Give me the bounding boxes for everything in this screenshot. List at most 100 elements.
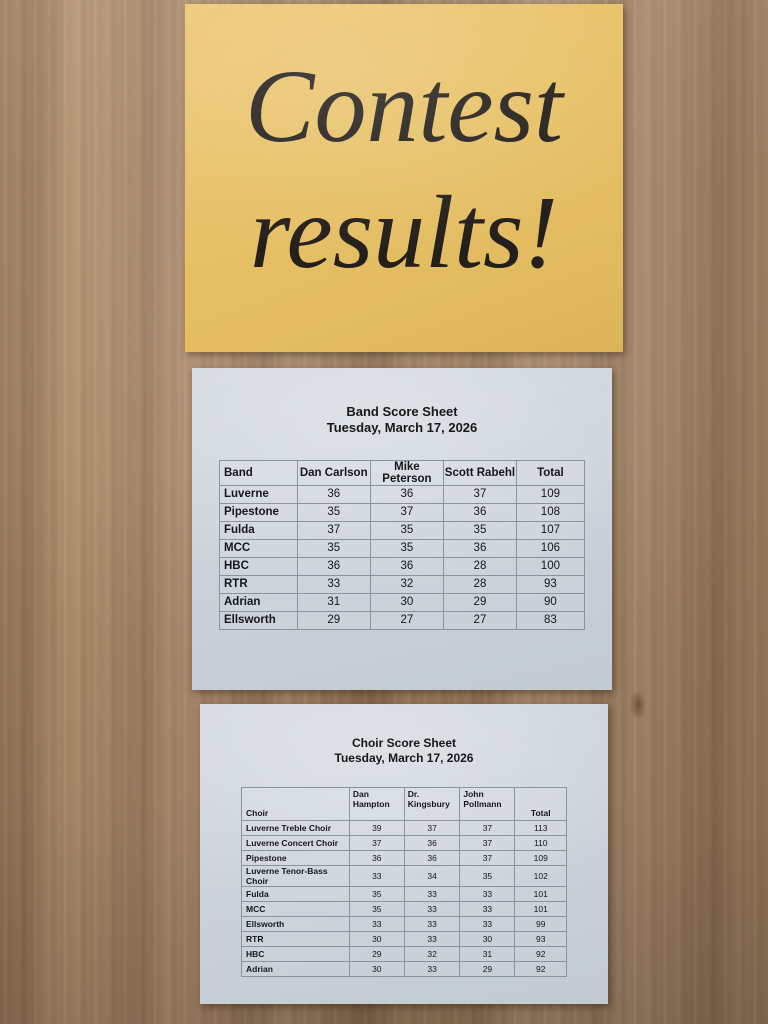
column-header-total: Total: [514, 787, 567, 822]
row-score: 35: [459, 865, 516, 888]
header-line: Pollmann: [463, 799, 502, 810]
row-score: 35: [348, 901, 405, 918]
row-score: 33: [348, 916, 405, 933]
row-score: 33: [403, 916, 461, 933]
row-score: 29: [443, 592, 517, 612]
column-header-total: Total: [515, 459, 586, 486]
row-label: MCC: [241, 901, 350, 918]
row-label: Pipestone: [241, 850, 350, 867]
row-score: 36: [443, 538, 517, 558]
table-row: MCC 35 35 36 106: [219, 538, 586, 558]
band-sheet-date: Tuesday, March 17, 2026: [326, 419, 478, 435]
choir-score-table: Choir Dan Hampton Dr. Kingsbury John Pollmann T…: [241, 787, 567, 978]
row-score: 35: [369, 538, 445, 558]
row-score: 27: [369, 610, 445, 630]
table-row: HBC 29 32 31 92: [241, 946, 567, 963]
row-label: HBC: [241, 946, 350, 963]
table-row: Adrian 31 30 29 90: [219, 592, 586, 612]
header-line: Dan: [352, 789, 369, 800]
choir-sheet-title: Choir Score Sheet: [351, 736, 457, 750]
row-total: 107: [515, 520, 586, 540]
row-score: 30: [459, 931, 516, 948]
row-label: Luverne Treble Choir: [241, 820, 350, 837]
choir-table-body: Luverne Treble Choir 39 37 37 113 Luverne Con…: [241, 820, 567, 978]
band-sheet-title: Band Score Sheet: [346, 404, 458, 419]
row-score: 32: [369, 574, 445, 594]
row-total: 109: [514, 850, 567, 867]
header-line: Dr.: [407, 789, 420, 800]
sign-line-1: Contest: [245, 49, 563, 164]
row-score: 37: [459, 850, 516, 867]
row-score: 31: [296, 592, 371, 612]
table-row: Fulda 35 33 33 101: [241, 886, 567, 903]
row-score: 36: [369, 556, 445, 576]
row-total: 92: [514, 946, 567, 963]
row-score: 33: [403, 901, 461, 918]
row-score: 30: [348, 931, 405, 948]
row-score: 36: [369, 484, 445, 504]
row-score: 29: [459, 961, 516, 978]
row-total: 93: [515, 574, 586, 594]
column-header-scott-rabehl: Scott Rabehl: [443, 459, 517, 486]
row-score: 33: [459, 916, 516, 933]
row-score: 36: [296, 556, 371, 576]
header-line: Hampton: [352, 799, 390, 810]
row-total: 99: [514, 916, 567, 933]
table-row: RTR 33 32 28 93: [219, 574, 586, 594]
table-row: Fulda 37 35 35 107: [219, 520, 586, 540]
table-row: Luverne Treble Choir 39 37 37 113: [241, 820, 567, 837]
row-total: 93: [514, 931, 567, 948]
row-label: HBC: [219, 556, 298, 576]
row-score: 29: [348, 946, 405, 963]
column-header-dr-kingsbury: Dr. Kingsbury: [403, 787, 461, 822]
row-score: 36: [443, 502, 517, 522]
row-label: Ellsworth: [219, 610, 298, 630]
column-header-mike-peterson: Mike Peterson: [369, 459, 445, 486]
band-header-row: Band Dan Carlson Mike Peterson Scott Rabehl…: [219, 459, 586, 486]
band-table-head: Band Dan Carlson Mike Peterson Scott Rabehl…: [219, 459, 586, 486]
row-score: 35: [296, 538, 371, 558]
row-label: Luverne Tenor-Bass Choir: [241, 865, 350, 888]
table-row: RTR 30 33 30 93: [241, 931, 567, 948]
row-score: 36: [403, 850, 461, 867]
row-total: 113: [514, 820, 567, 837]
table-row: MCC 35 33 33 101: [241, 901, 567, 918]
row-score: 35: [348, 886, 405, 903]
band-score-table: Band Dan Carlson Mike Peterson Scott Rabehl…: [219, 459, 586, 630]
table-row: Pipestone 36 36 37 109: [241, 850, 567, 867]
row-score: 35: [296, 502, 371, 522]
row-total: 101: [514, 886, 567, 903]
row-label: RTR: [219, 574, 298, 594]
row-total: 100: [515, 556, 586, 576]
row-score: 28: [443, 556, 517, 576]
row-score: 30: [369, 592, 445, 612]
choir-table-head: Choir Dan Hampton Dr. Kingsbury John Pollmann T…: [241, 787, 567, 822]
row-total: 106: [515, 538, 586, 558]
row-score: 36: [348, 850, 405, 867]
row-score: 34: [403, 865, 461, 888]
row-score: 36: [296, 484, 371, 504]
row-score: 30: [348, 961, 405, 978]
row-score: 28: [443, 574, 517, 594]
choir-sheet-heading: Choir Score Sheet Tuesday, March 17, 202…: [200, 736, 608, 765]
row-label: Fulda: [241, 886, 350, 903]
row-total: 83: [515, 610, 586, 630]
choir-score-sheet-paper: Choir Score Sheet Tuesday, March 17, 202…: [200, 704, 608, 1004]
row-score: 33: [403, 931, 461, 948]
row-score: 37: [369, 502, 445, 522]
column-header-dan-hampton: Dan Hampton: [348, 787, 405, 822]
row-score: 33: [459, 886, 516, 903]
row-total: 110: [514, 835, 567, 852]
table-row: Ellsworth 33 33 33 99: [241, 916, 567, 933]
row-label: Pipestone: [219, 502, 298, 522]
contest-results-sign: Contest results!: [185, 4, 623, 352]
row-score: 36: [403, 835, 461, 852]
band-table-body: Luverne 36 36 37 109 Pipestone 35 37 36 108 Fulda 3…: [219, 484, 586, 630]
choir-sheet-date: Tuesday, March 17, 2026: [334, 750, 474, 765]
row-score: 37: [443, 484, 517, 504]
row-score: 33: [296, 574, 371, 594]
row-label: RTR: [241, 931, 350, 948]
row-score: 37: [348, 835, 405, 852]
row-score: 37: [296, 520, 371, 540]
row-label: Fulda: [219, 520, 298, 540]
